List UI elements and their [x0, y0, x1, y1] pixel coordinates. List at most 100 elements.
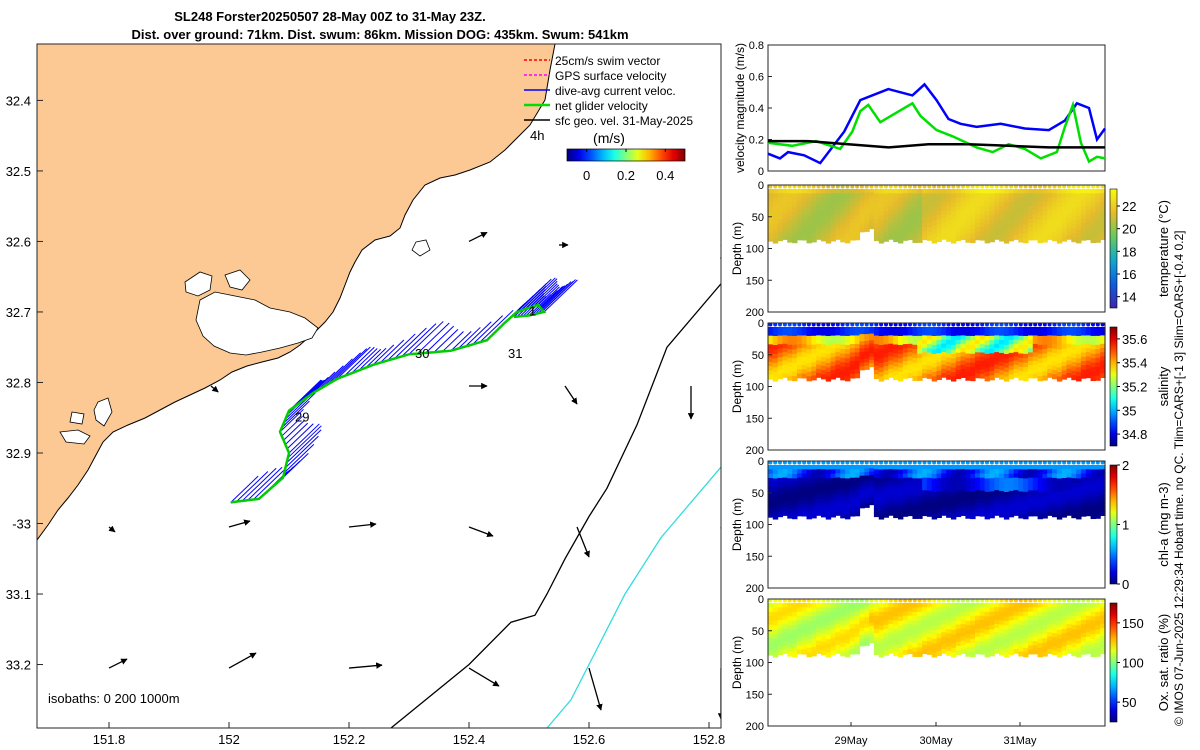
oxygen-cell	[912, 643, 918, 649]
temperature-cell	[835, 197, 841, 203]
temperature-cell	[970, 202, 976, 208]
temperature-cell	[840, 237, 846, 243]
temperature-cell	[1008, 227, 1015, 233]
temperature-cell	[1100, 201, 1106, 207]
oxygen-cell	[955, 620, 962, 626]
temperature-cell	[1032, 231, 1039, 237]
chla-cell	[907, 507, 914, 512]
current-vector	[372, 344, 395, 366]
oxygen-cell	[768, 616, 774, 621]
temperature-cell	[830, 197, 836, 203]
oxygen-cell	[1042, 633, 1048, 639]
chla-cell	[994, 498, 1000, 504]
salinity-cell	[936, 353, 942, 359]
temperature-cell	[782, 201, 788, 207]
chla-cell	[1095, 513, 1101, 519]
chla-cell	[950, 469, 957, 475]
chla-colorbar-tick-label: 2	[1122, 458, 1129, 473]
salinity-cell	[965, 335, 971, 341]
chla-cell	[941, 485, 947, 491]
salinity-cell	[1071, 370, 1077, 376]
temperature-cell	[1037, 238, 1044, 244]
chla-cell	[984, 505, 991, 511]
temperature-cell	[1003, 211, 1010, 217]
salinity-cell	[999, 327, 1005, 332]
temperature-cell	[1047, 214, 1053, 219]
salinity-cell	[950, 344, 957, 351]
chla-cell	[926, 486, 933, 492]
oxygen-cell	[965, 625, 971, 631]
temperature-colorbar	[1109, 188, 1118, 309]
temperature-cell	[854, 222, 861, 228]
temperature-cell	[912, 220, 918, 226]
chla-cell	[936, 486, 942, 492]
chla-cell	[897, 478, 904, 484]
chla-cell	[1027, 477, 1034, 483]
oxygen-cell	[1071, 629, 1077, 635]
temperature-cell	[970, 189, 976, 195]
salinity-cell	[888, 339, 894, 345]
chla-cell	[1071, 504, 1077, 510]
temperature-cell	[777, 231, 784, 237]
salinity-cell	[1047, 356, 1053, 362]
chla-cell	[801, 503, 808, 509]
oxygen-cell	[787, 638, 793, 644]
chla-cell	[975, 469, 981, 475]
temperature-cell	[1023, 197, 1029, 204]
salinity-cell	[768, 344, 774, 350]
salinity-cell	[888, 360, 894, 366]
temperature-cell	[1085, 218, 1092, 224]
temperature-cell	[975, 210, 981, 215]
current-vector	[516, 278, 552, 313]
temperature-cell	[1042, 189, 1048, 195]
chla-colorbar-label: chl-a (mg m-3)	[1156, 482, 1171, 567]
temperature-cell	[1056, 211, 1063, 217]
current-vector	[283, 392, 316, 424]
oxygen-cell	[840, 603, 846, 608]
salinity-cell	[787, 327, 793, 333]
oxygen-cell	[965, 642, 971, 648]
chla-cell	[1023, 487, 1029, 493]
chla-cell	[869, 484, 875, 489]
chla-cell	[1076, 505, 1082, 511]
salinity-cell	[1095, 340, 1101, 346]
oxygen-cell	[777, 603, 784, 608]
oxygen-cell	[1042, 620, 1048, 626]
salinity-cell	[994, 327, 1000, 332]
chla-cell	[1013, 485, 1019, 491]
chla-cell	[989, 482, 995, 488]
oxygen-cell	[960, 619, 966, 625]
temperature-cell	[854, 227, 861, 232]
salinity-cell	[1056, 331, 1063, 337]
salinity-cell	[1085, 352, 1092, 358]
oxygen-cell	[893, 620, 899, 626]
chla-cell	[1047, 494, 1053, 500]
temperature-cell	[777, 189, 784, 194]
oxygen-cell	[849, 641, 856, 647]
chla-cell	[955, 512, 962, 518]
oxygen-cell	[926, 641, 933, 647]
oxygen-cell	[1047, 615, 1053, 621]
oxygen-cell	[994, 636, 1000, 642]
temperature-cell	[816, 193, 822, 198]
salinity-cell	[984, 376, 991, 382]
temperature-cell	[1052, 193, 1058, 199]
oxygen-cell	[859, 635, 865, 640]
chla-cell	[975, 473, 981, 479]
salinity-cell	[897, 353, 904, 360]
salinity-cell	[878, 371, 885, 378]
temperature-cell	[859, 199, 865, 204]
chla-cell	[796, 473, 803, 479]
temperature-cell	[1080, 235, 1087, 241]
temperature-cell	[820, 232, 827, 238]
salinity-cell	[845, 353, 851, 359]
oxygen-cell	[1076, 607, 1082, 613]
chla-cell	[1018, 491, 1024, 497]
oxygen-cell	[859, 627, 865, 633]
chla-cell	[1032, 503, 1039, 508]
salinity-cell	[811, 327, 817, 332]
temperature-cell	[912, 237, 918, 243]
salinity-cell	[869, 350, 875, 354]
oxygen-cell	[955, 611, 962, 617]
